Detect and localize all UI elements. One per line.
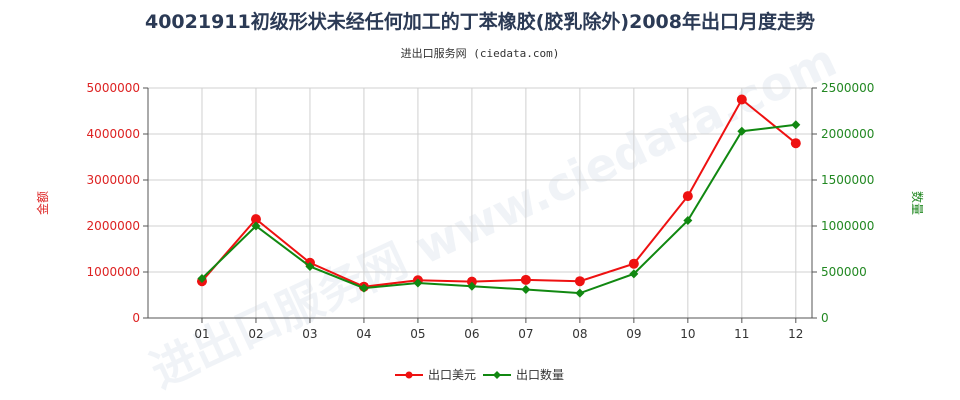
point-export-qty (359, 283, 369, 293)
point-export-usd (736, 94, 747, 105)
legend-item-export-qty[interactable]: 出口数量 (483, 367, 564, 382)
legend-label-export-qty: 出口数量 (516, 367, 564, 382)
point-export-usd (682, 191, 693, 202)
x-tick-label: 12 (788, 327, 803, 341)
axes (147, 88, 813, 319)
x-tick-label: 04 (356, 327, 371, 341)
x-tick-label: 01 (194, 327, 209, 341)
x-tick-label: 08 (572, 327, 587, 341)
left-axis-title: 金额 (35, 191, 50, 215)
point-export-usd (790, 138, 801, 149)
watermark: 进出口服务网 www.ciedata.com (142, 33, 844, 399)
right-tick-label: 500000 (821, 265, 867, 279)
right-tick-label: 0 (821, 311, 829, 325)
left-axis-ticks: 0 1000000 2000000 3000000 4000000 5000000 (87, 81, 148, 325)
point-export-qty (629, 269, 639, 279)
legend: 出口美元 出口数量 (395, 367, 564, 382)
point-export-qty (197, 273, 207, 283)
x-tick-label: 02 (248, 327, 263, 341)
x-tick-label: 03 (302, 327, 317, 341)
legend-marker-export-usd (405, 371, 413, 379)
left-tick-label: 1000000 (87, 265, 140, 279)
point-export-qty (413, 278, 423, 288)
point-export-qty (683, 215, 693, 225)
right-axis-title: 数量 (910, 191, 925, 215)
right-tick-label: 1500000 (821, 173, 874, 187)
x-tick-label: 09 (626, 327, 641, 341)
right-tick-label: 1000000 (821, 219, 874, 233)
point-export-usd (628, 258, 639, 269)
left-tick-label: 0 (132, 311, 140, 325)
point-export-qty (521, 284, 531, 294)
point-export-usd (520, 274, 531, 285)
series-layer (196, 94, 801, 298)
point-export-usd (250, 214, 261, 225)
x-tick-label: 07 (518, 327, 533, 341)
left-tick-label: 3000000 (87, 173, 140, 187)
right-axis-ticks: 0 500000 1000000 1500000 2000000 2500000 (812, 81, 874, 325)
point-export-qty (467, 281, 477, 291)
point-export-qty (575, 288, 585, 298)
point-export-qty (305, 261, 315, 271)
x-tick-label: 11 (734, 327, 749, 341)
point-export-qty (791, 120, 801, 130)
left-tick-label: 5000000 (87, 81, 140, 95)
series-line-export-usd (201, 97, 797, 288)
point-export-usd (574, 276, 585, 287)
point-export-usd (466, 276, 477, 287)
legend-label-export-usd: 出口美元 (428, 368, 476, 382)
chart-subtitle: 进出口服务网 (ciedata.com) (401, 46, 560, 60)
legend-marker-export-qty (493, 371, 501, 379)
legend-item-export-usd[interactable]: 出口美元 (395, 368, 476, 382)
left-tick-label: 4000000 (87, 127, 140, 141)
x-tick-label: 06 (464, 327, 479, 341)
right-tick-label: 2000000 (821, 127, 874, 141)
chart-title: 40021911初级形状未经任何加工的丁苯橡胶(胶乳除外)2008年出口月度走势 (145, 10, 815, 33)
point-export-qty (251, 221, 261, 231)
left-tick-label: 2000000 (87, 219, 140, 233)
x-tick-label: 10 (680, 327, 695, 341)
point-export-qty (737, 126, 747, 136)
x-axis-ticks: 01 02 03 04 05 06 07 08 09 10 11 12 (194, 318, 803, 341)
x-tick-label: 05 (410, 327, 425, 341)
series-line-export-qty (201, 123, 796, 295)
right-tick-label: 2500000 (821, 81, 874, 95)
